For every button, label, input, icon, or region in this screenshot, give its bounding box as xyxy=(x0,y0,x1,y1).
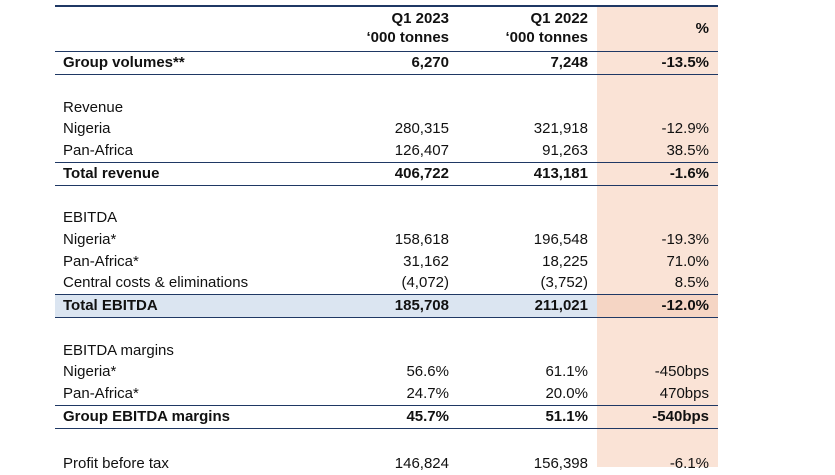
header-q1-2023: Q1 2023 ‘000 tonnes xyxy=(366,9,449,47)
table-row-total-ebitda: Total EBITDA 185,708 211,021 -12.0% xyxy=(55,294,718,318)
value-percent: -19.3% xyxy=(661,231,709,248)
row-label: EBITDA margins xyxy=(63,342,174,359)
header-percent-change: % xyxy=(695,20,709,37)
value-q1-2022: 211,021 xyxy=(534,297,588,314)
value-q1-2023: 146,824 xyxy=(394,455,449,472)
header-q1-2023-period: Q1 2023 xyxy=(391,10,449,27)
row-label: Profit before tax xyxy=(63,455,169,472)
table-row-total-revenue: Total revenue 406,722 413,181 -1.6% xyxy=(55,162,718,186)
value-q1-2022: 156,398 xyxy=(533,455,588,472)
value-percent: 38.5% xyxy=(666,142,709,159)
value-q1-2023: 45.7% xyxy=(406,408,449,425)
value-q1-2023: 185,708 xyxy=(394,297,449,314)
section-heading-ebitda: EBITDA xyxy=(55,207,718,229)
table-row: Pan-Africa 126,407 91,263 38.5% xyxy=(55,140,718,162)
value-q1-2022: 196,548 xyxy=(533,231,588,248)
table-row: Nigeria* 158,618 196,548 -19.3% xyxy=(55,229,718,251)
value-percent: -1.6% xyxy=(669,165,709,182)
row-label: Total EBITDA xyxy=(63,297,158,314)
table-row: Pan-Africa* 24.7% 20.0% 470bps xyxy=(55,383,718,405)
value-q1-2023: 31,162 xyxy=(403,253,449,270)
value-q1-2022: 413,181 xyxy=(533,165,588,182)
table-header: Q1 2023 ‘000 tonnes Q1 2022 ‘000 tonnes … xyxy=(55,6,718,50)
row-label: Central costs & eliminations xyxy=(63,274,249,291)
header-q1-2022: Q1 2022 ‘000 tonnes xyxy=(505,9,588,47)
percent-column-highlight xyxy=(597,5,718,467)
value-q1-2022: (3,752) xyxy=(540,274,588,291)
value-percent: 71.0% xyxy=(666,253,709,270)
value-q1-2023: 24.7% xyxy=(406,385,449,402)
value-percent: -12.0% xyxy=(661,297,709,314)
table-row: Nigeria 280,315 321,918 -12.9% xyxy=(55,118,718,140)
value-q1-2022: 7,248 xyxy=(550,54,588,71)
row-label: Pan-Africa* xyxy=(63,253,139,270)
table-top-rule xyxy=(55,5,718,7)
value-percent: -450bps xyxy=(654,363,709,380)
value-q1-2023: 6,270 xyxy=(411,54,449,71)
row-label: Nigeria* xyxy=(63,231,117,248)
section-heading-revenue: Revenue xyxy=(55,97,718,119)
table-row: Central costs & eliminations (4,072) (3,… xyxy=(55,272,718,294)
value-q1-2023: 406,722 xyxy=(394,165,449,182)
value-percent: -13.5% xyxy=(661,54,709,71)
table-row: Pan-Africa* 31,162 18,225 71.0% xyxy=(55,251,718,273)
value-q1-2023: 56.6% xyxy=(406,363,449,380)
value-q1-2022: 61.1% xyxy=(545,363,588,380)
value-percent: 470bps xyxy=(659,385,709,402)
header-q1-2022-period: Q1 2022 xyxy=(530,10,588,27)
row-label: Pan-Africa* xyxy=(63,385,139,402)
row-label: Group EBITDA margins xyxy=(63,408,230,425)
value-q1-2022: 18,225 xyxy=(542,253,588,270)
value-q1-2023: (4,072) xyxy=(401,274,449,291)
value-q1-2023: 280,315 xyxy=(394,120,449,137)
value-q1-2023: 158,618 xyxy=(394,231,449,248)
value-q1-2023: 126,407 xyxy=(394,142,449,159)
value-percent: 8.5% xyxy=(674,274,709,291)
table-row-group-ebitda-margins: Group EBITDA margins 45.7% 51.1% -540bps xyxy=(55,405,718,429)
header-q1-2023-unit: ‘000 tonnes xyxy=(366,29,449,46)
row-label: Group volumes** xyxy=(63,54,185,71)
row-label: Revenue xyxy=(63,99,124,116)
percent-cell-highlight xyxy=(597,295,718,317)
value-percent: -6.1% xyxy=(669,455,709,472)
value-q1-2022: 321,918 xyxy=(533,120,588,137)
value-q1-2022: 20.0% xyxy=(545,385,588,402)
value-percent: -12.9% xyxy=(661,120,709,137)
value-q1-2022: 91,263 xyxy=(542,142,588,159)
table-row-group-volumes: Group volumes** 6,270 7,248 -13.5% xyxy=(55,51,718,75)
value-q1-2022: 51.1% xyxy=(545,408,588,425)
header-q1-2022-unit: ‘000 tonnes xyxy=(505,29,588,46)
table-row: Nigeria* 56.6% 61.1% -450bps xyxy=(55,361,718,383)
row-label: Nigeria* xyxy=(63,363,117,380)
section-heading-ebitda-margins: EBITDA margins xyxy=(55,340,718,362)
row-label: Pan-Africa xyxy=(63,142,134,159)
table-row-profit-before-tax: Profit before tax 146,824 156,398 -6.1% xyxy=(55,453,718,475)
row-label: Total revenue xyxy=(63,165,160,182)
row-label: EBITDA xyxy=(63,209,118,226)
value-percent: -540bps xyxy=(652,408,709,425)
row-label: Nigeria xyxy=(63,120,111,137)
